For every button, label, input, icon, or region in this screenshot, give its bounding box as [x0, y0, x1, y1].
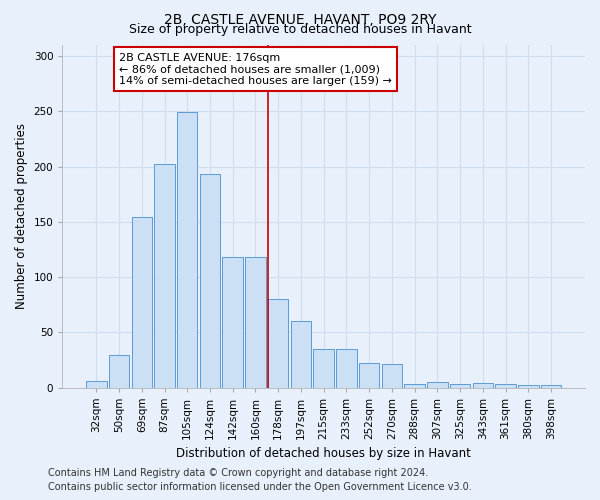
- Text: Contains HM Land Registry data © Crown copyright and database right 2024.
Contai: Contains HM Land Registry data © Crown c…: [48, 468, 472, 492]
- Text: 2B CASTLE AVENUE: 176sqm
← 86% of detached houses are smaller (1,009)
14% of sem: 2B CASTLE AVENUE: 176sqm ← 86% of detach…: [119, 52, 392, 86]
- Bar: [382, 364, 402, 388]
- Bar: [131, 218, 152, 388]
- Bar: [109, 356, 129, 388]
- X-axis label: Distribution of detached houses by size in Havant: Distribution of detached houses by size …: [176, 447, 471, 460]
- Bar: [496, 384, 516, 388]
- Bar: [245, 257, 266, 388]
- Bar: [313, 349, 334, 388]
- Bar: [450, 384, 470, 388]
- Bar: [268, 299, 289, 388]
- Bar: [336, 349, 356, 388]
- Bar: [291, 321, 311, 388]
- Bar: [154, 164, 175, 388]
- Bar: [427, 382, 448, 388]
- Bar: [177, 112, 197, 388]
- Bar: [359, 363, 379, 388]
- Bar: [223, 257, 243, 388]
- Bar: [200, 174, 220, 388]
- Text: 2B, CASTLE AVENUE, HAVANT, PO9 2RY: 2B, CASTLE AVENUE, HAVANT, PO9 2RY: [164, 12, 436, 26]
- Bar: [473, 383, 493, 388]
- Text: Size of property relative to detached houses in Havant: Size of property relative to detached ho…: [128, 22, 472, 36]
- Y-axis label: Number of detached properties: Number of detached properties: [15, 124, 28, 310]
- Bar: [404, 384, 425, 388]
- Bar: [541, 386, 561, 388]
- Bar: [86, 381, 107, 388]
- Bar: [518, 386, 539, 388]
